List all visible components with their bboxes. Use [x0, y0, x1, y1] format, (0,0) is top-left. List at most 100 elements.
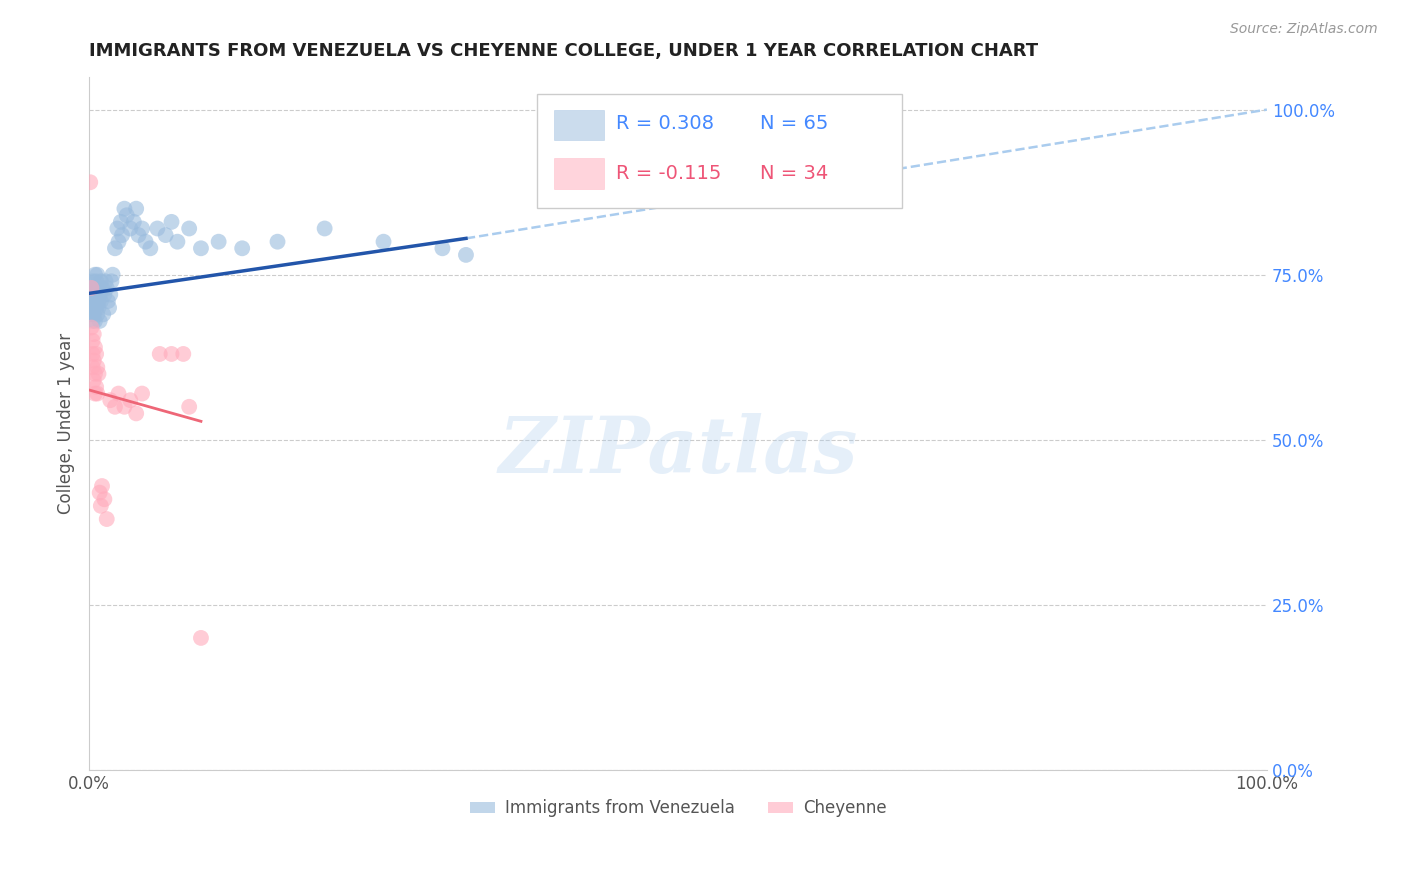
- Point: [86, 386, 108, 401]
- Point: [84, 386, 107, 401]
- Point: [87, 281, 110, 295]
- Point: [432, 241, 454, 255]
- Point: [314, 221, 336, 235]
- Point: [231, 241, 253, 255]
- Point: [105, 221, 128, 235]
- Point: [89, 314, 111, 328]
- Point: [84, 287, 107, 301]
- Point: [80, 281, 103, 295]
- Point: [104, 241, 127, 255]
- Point: [80, 307, 103, 321]
- Point: [110, 215, 132, 229]
- Point: [84, 340, 107, 354]
- Point: [82, 294, 104, 309]
- Point: [166, 235, 188, 249]
- Point: [90, 274, 112, 288]
- Text: Source: ZipAtlas.com: Source: ZipAtlas.com: [1230, 22, 1378, 37]
- Point: [266, 235, 288, 249]
- Point: [91, 307, 114, 321]
- Point: [98, 287, 121, 301]
- Point: [172, 347, 194, 361]
- Legend: Immigrants from Venezuela, Cheyenne: Immigrants from Venezuela, Cheyenne: [463, 793, 893, 824]
- Point: [373, 235, 395, 249]
- Point: [111, 228, 134, 243]
- Point: [83, 373, 105, 387]
- FancyBboxPatch shape: [554, 159, 603, 189]
- Point: [131, 221, 153, 235]
- Point: [87, 294, 110, 309]
- Point: [84, 314, 107, 328]
- Point: [84, 301, 107, 315]
- Point: [87, 301, 110, 315]
- Point: [112, 202, 135, 216]
- Point: [454, 248, 477, 262]
- Point: [82, 287, 104, 301]
- Point: [179, 221, 201, 235]
- Point: [96, 512, 118, 526]
- Point: [146, 221, 169, 235]
- Point: [79, 287, 101, 301]
- Point: [87, 367, 110, 381]
- Point: [84, 268, 107, 282]
- Point: [104, 400, 127, 414]
- Point: [84, 347, 107, 361]
- Point: [80, 281, 103, 295]
- Point: [83, 301, 105, 315]
- Point: [120, 393, 142, 408]
- Point: [90, 294, 112, 309]
- Point: [179, 400, 201, 414]
- Point: [128, 228, 150, 243]
- Point: [82, 314, 104, 328]
- Point: [79, 175, 101, 189]
- FancyBboxPatch shape: [537, 94, 901, 209]
- Point: [84, 380, 107, 394]
- Point: [84, 367, 107, 381]
- Text: N = 65: N = 65: [761, 114, 828, 133]
- Point: [135, 235, 157, 249]
- Point: [139, 241, 162, 255]
- Point: [100, 274, 122, 288]
- Point: [80, 301, 103, 315]
- Point: [84, 281, 107, 295]
- Point: [84, 294, 107, 309]
- Point: [131, 386, 153, 401]
- Text: ZIPatlas: ZIPatlas: [498, 413, 858, 490]
- Text: R = -0.115: R = -0.115: [616, 164, 721, 183]
- Y-axis label: College, Under 1 year: College, Under 1 year: [58, 333, 75, 514]
- Point: [89, 287, 111, 301]
- Point: [112, 400, 135, 414]
- Point: [120, 221, 142, 235]
- Point: [122, 215, 145, 229]
- Point: [160, 347, 183, 361]
- Point: [82, 274, 104, 288]
- Point: [89, 485, 111, 500]
- Point: [91, 479, 114, 493]
- Point: [160, 215, 183, 229]
- Point: [107, 235, 129, 249]
- Point: [91, 281, 114, 295]
- Point: [115, 208, 138, 222]
- Point: [149, 347, 172, 361]
- Point: [90, 499, 112, 513]
- Point: [93, 287, 115, 301]
- Point: [125, 406, 148, 420]
- Point: [82, 347, 104, 361]
- Point: [98, 301, 121, 315]
- Point: [82, 360, 104, 375]
- Text: R = 0.308: R = 0.308: [616, 114, 714, 133]
- Point: [86, 360, 108, 375]
- Point: [86, 307, 108, 321]
- Point: [190, 241, 212, 255]
- Point: [82, 334, 104, 348]
- Point: [96, 281, 118, 295]
- Point: [97, 294, 120, 309]
- Point: [83, 353, 105, 368]
- Point: [94, 274, 117, 288]
- Text: IMMIGRANTS FROM VENEZUELA VS CHEYENNE COLLEGE, UNDER 1 YEAR CORRELATION CHART: IMMIGRANTS FROM VENEZUELA VS CHEYENNE CO…: [89, 42, 1038, 60]
- Point: [83, 307, 105, 321]
- Text: N = 34: N = 34: [761, 164, 828, 183]
- Point: [125, 202, 148, 216]
- Point: [107, 386, 129, 401]
- Point: [93, 492, 115, 507]
- Point: [101, 268, 124, 282]
